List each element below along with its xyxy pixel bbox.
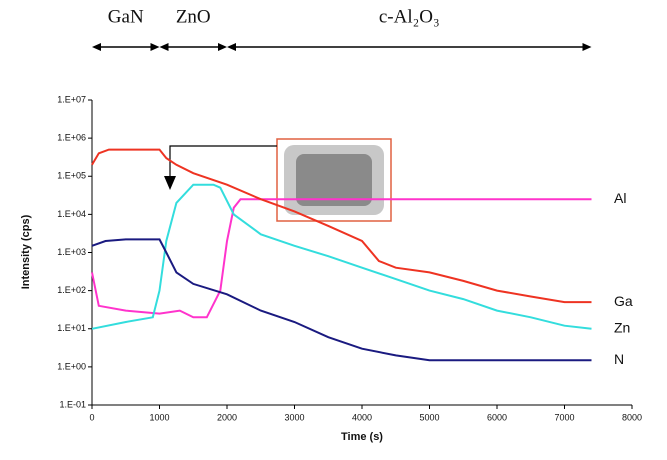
x-tick-label: 7000 [554, 412, 574, 422]
y-axis-title: Intensity (cps) [20, 214, 32, 289]
y-tick-label: 1.E+06 [57, 133, 86, 143]
x-tick-label: 2000 [217, 412, 237, 422]
x-axis-title: Time (s) [341, 431, 383, 443]
series-label: Al [614, 190, 626, 206]
region-label: GaN [108, 6, 144, 27]
inset-image [164, 138, 392, 222]
series-line [91, 148, 592, 304]
region-label: c-Al₂O₃ [379, 6, 440, 27]
series-line [91, 198, 592, 319]
y-tick-label: 1.E+02 [57, 285, 86, 295]
x-tick-label: 3000 [284, 412, 304, 422]
y-tick-label: 1.E+04 [57, 209, 86, 219]
x-tick-label: 0 [89, 412, 94, 422]
series-label: Zn [614, 319, 630, 335]
x-tick-label: 6000 [487, 412, 507, 422]
x-tick-label: 5000 [419, 412, 439, 422]
x-tick-label: 8000 [622, 412, 642, 422]
y-tick-label: 1.E+00 [57, 361, 86, 371]
series-label: N [614, 351, 624, 367]
x-tick-label: 4000 [352, 412, 372, 422]
x-tick-label: 1000 [149, 412, 169, 422]
y-tick-label: 1.E+05 [57, 171, 86, 181]
y-tick-label: 1.E+03 [57, 247, 86, 257]
y-tick-label: 1.E+07 [57, 94, 86, 104]
series-label: Ga [614, 293, 633, 309]
region-label: ZnO [176, 6, 211, 27]
series-line [91, 238, 592, 362]
y-tick-label: 1.E-01 [59, 399, 86, 409]
y-tick-label: 1.E+01 [57, 323, 86, 333]
series-line [91, 183, 592, 330]
